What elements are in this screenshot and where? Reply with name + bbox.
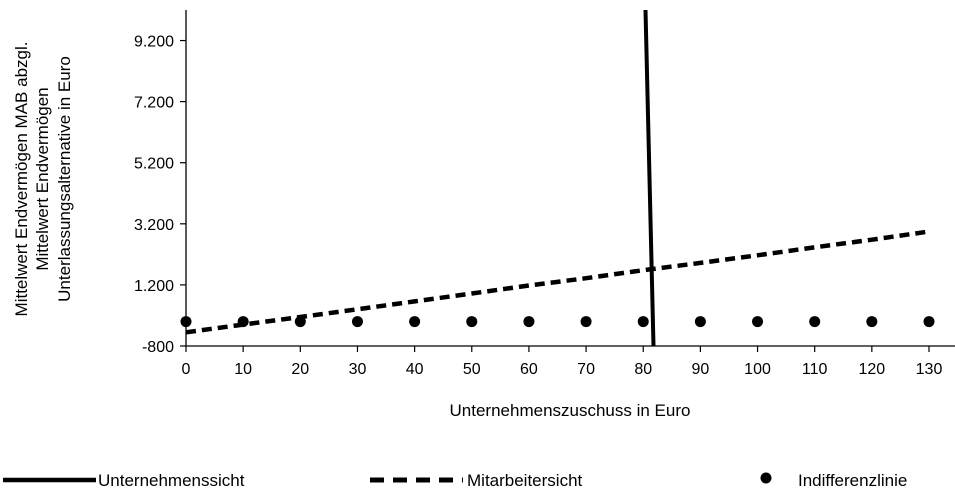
plot-area: -800 1.200 3.200 5.200 7.200 9.200 0 10 20 30 40 5… [134,9,955,378]
x-tick-label: 120 [858,361,885,378]
legend: Unternehmenssicht Mitarbeitersicht Indif… [3,471,907,490]
series-line-unternehmenssicht [643,9,656,347]
x-tick-label: 130 [916,361,943,378]
y-ticks: -800 1.200 3.200 5.200 7.200 9.200 [134,34,186,356]
point-indifferenzlinie [866,316,878,328]
y-axis-title-line-3: Unterlassungsalternative in Euro [55,56,74,302]
x-tick-label: 30 [349,361,367,378]
legend-swatch-indifferenzlinie [760,472,772,484]
point-indifferenzlinie [466,316,478,328]
x-tick-label: 60 [520,361,538,378]
point-indifferenzlinie [637,316,649,328]
legend-item-indifferenzlinie: Indifferenzlinie [760,471,907,490]
legend-label-mitarbeitersicht: Mitarbeitersicht [467,471,583,490]
series-line-mitarbeitersicht [185,229,930,335]
point-indifferenzlinie [923,316,935,328]
point-indifferenzlinie [409,316,421,328]
x-tick-label: 20 [291,361,309,378]
point-indifferenzlinie [580,316,592,328]
point-indifferenzlinie [809,316,821,328]
point-indifferenzlinie [294,316,306,328]
x-tick-label: 110 [802,361,828,378]
legend-item-unternehmenssicht: Unternehmenssicht [3,471,245,490]
legend-item-mitarbeitersicht: Mitarbeitersicht [370,471,583,490]
point-indifferenzlinie [237,316,249,328]
legend-label-unternehmenssicht: Unternehmenssicht [98,471,245,490]
y-axis-title-line-1: Mittelwert Endvermögen MAB abzgl. [12,42,31,317]
x-tick-label: 50 [463,361,481,378]
x-tick-label: 100 [744,361,771,378]
point-indifferenzlinie [351,316,363,328]
x-tick-label: 80 [634,361,652,378]
x-axis-title: Unternehmenszuschuss in Euro [450,401,691,420]
y-tick-label: 3.200 [134,217,174,234]
point-indifferenzlinie [523,316,535,328]
series-layer [180,9,935,347]
y-tick-label: 1.200 [134,278,174,295]
x-tick-label: 10 [234,361,252,378]
point-indifferenzlinie [694,316,706,328]
y-tick-label: 7.200 [134,95,174,112]
y-tick-label: 5.200 [134,156,174,173]
x-tick-label: 90 [691,361,709,378]
y-axis-title-line-2: Mittelwert Endvermögen [33,87,52,270]
x-tick-label: 40 [406,361,424,378]
y-tick-label: 9.200 [134,34,174,51]
point-indifferenzlinie [752,316,764,328]
x-tick-label: 0 [182,361,191,378]
x-ticks: 0 10 20 30 40 50 60 70 80 90 100 110 120 130 [182,346,943,378]
y-tick-label: -800 [142,339,174,356]
legend-label-indifferenzlinie: Indifferenzlinie [798,471,907,490]
x-tick-label: 70 [577,361,595,378]
